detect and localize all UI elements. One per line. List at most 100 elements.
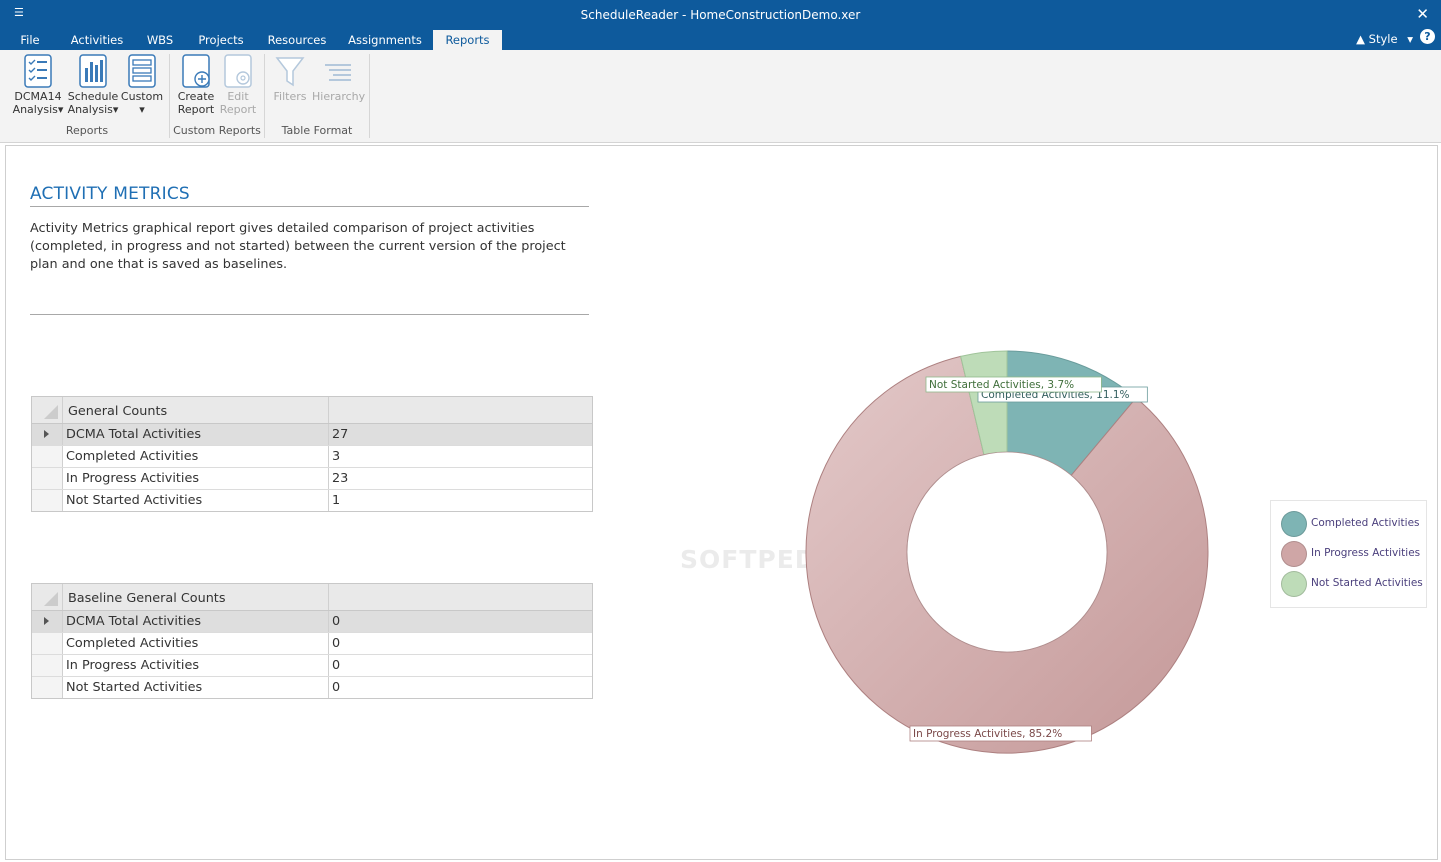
edit-label-2: Report <box>219 103 257 116</box>
group-label-table-format: Table Format <box>281 124 353 137</box>
table-row[interactable]: Not Started Activities 1 <box>32 490 592 511</box>
data-label-not-started-activities: Not Started Activities, 3.7% <box>925 376 1102 393</box>
legend-swatch <box>1281 511 1307 537</box>
svg-text:In Progress Activities, 85.2%: In Progress Activities, 85.2% <box>913 728 1062 740</box>
activity-donut-chart: Completed Activities, 11.1%Not Started A… <box>805 350 1209 754</box>
create-report-icon <box>181 54 211 88</box>
table-cell-label: In Progress Activities <box>66 658 200 673</box>
legend-label: In Progress Activities <box>1311 547 1421 559</box>
custom-label: Custom <box>120 90 164 103</box>
dcma14-analysis-text: Analysis <box>12 103 58 116</box>
row-arrow-icon <box>44 617 49 625</box>
heading-divider <box>30 206 589 207</box>
column-header[interactable]: General Counts <box>68 404 168 419</box>
row-arrow-icon <box>44 430 49 438</box>
group-separator <box>264 54 265 138</box>
tab-file[interactable]: File <box>20 33 40 47</box>
schedule-analysis-button[interactable]: Schedule Analysis▾ <box>66 54 120 116</box>
table-row[interactable]: In Progress Activities 0 <box>32 655 592 677</box>
table-row[interactable]: In Progress Activities 23 <box>32 468 592 490</box>
table-row[interactable]: Not Started Activities 0 <box>32 677 592 698</box>
create-report-button[interactable]: Create Report <box>174 54 218 116</box>
chart-legend: Completed Activities In Progress Activit… <box>1270 500 1427 608</box>
table-cell-value: 1 <box>332 493 341 508</box>
group-separator <box>169 54 170 138</box>
legend-swatch <box>1281 571 1307 597</box>
row-indicator <box>32 677 63 698</box>
svg-text:Not Started Activities, 3.7%: Not Started Activities, 3.7% <box>929 379 1074 391</box>
style-label: Style <box>1368 32 1398 46</box>
create-label-2: Report <box>177 103 215 116</box>
table-header: General Counts <box>32 397 592 424</box>
schedule-label: Schedule <box>67 90 119 103</box>
table-cell-label: DCMA Total Activities <box>66 614 201 629</box>
group-label-reports: Reports <box>65 124 109 137</box>
tab-projects[interactable]: Projects <box>198 33 244 47</box>
bar-chart-icon <box>78 54 108 88</box>
window-title: ScheduleReader - HomeConstructionDemo.xe… <box>580 8 861 22</box>
tab-activities[interactable]: Activities <box>70 33 124 47</box>
table-cell-label: Completed Activities <box>66 449 199 464</box>
general-counts-table: General Counts DCMA Total Activities 27 … <box>31 396 593 512</box>
section-divider <box>30 314 589 315</box>
style-dropdown-icon[interactable]: ▾ <box>1407 32 1413 46</box>
table-header: Baseline General Counts <box>32 584 592 611</box>
row-indicator <box>32 490 63 511</box>
menu-bar: File Activities WBS Projects Resources A… <box>0 29 1441 50</box>
donut-hole <box>906 451 1108 653</box>
edit-report-icon <box>223 54 253 88</box>
tab-reports[interactable]: Reports <box>433 30 502 50</box>
dropdown-arrow-icon: ▾ <box>112 103 119 116</box>
edit-label-1: Edit <box>227 90 249 103</box>
row-indicator <box>32 633 63 654</box>
table-cell-value: 23 <box>332 471 349 486</box>
table-row[interactable]: DCMA Total Activities 27 <box>32 424 592 446</box>
report-description: Activity Metrics graphical report gives … <box>30 221 566 272</box>
dcma14-label-line2: Analysis▾ <box>10 103 66 116</box>
page-title: ACTIVITY METRICS <box>30 184 190 204</box>
schedule-label-line2: Analysis▾ <box>66 103 120 116</box>
row-indicator <box>32 446 63 467</box>
tab-resources[interactable]: Resources <box>267 33 327 47</box>
group-label-custom-reports: Custom Reports <box>173 124 261 137</box>
help-icon[interactable]: ? <box>1420 29 1435 44</box>
row-indicator <box>32 468 63 489</box>
tab-wbs[interactable]: WBS <box>146 33 174 47</box>
legend-label: Not Started Activities <box>1311 577 1423 589</box>
tab-assignments[interactable]: Assignments <box>348 33 422 47</box>
select-all-corner[interactable] <box>32 397 63 423</box>
hierarchy-button[interactable]: Hierarchy <box>312 54 366 103</box>
data-label-in-progress-activities: In Progress Activities, 85.2% <box>909 725 1092 742</box>
close-icon[interactable]: ✕ <box>1416 5 1429 23</box>
title-bar: ☰ ScheduleReader - HomeConstructionDemo.… <box>0 0 1441 30</box>
select-all-corner[interactable] <box>32 584 63 610</box>
table-cell-value: 0 <box>332 636 341 651</box>
table-cell-label: Not Started Activities <box>66 493 203 508</box>
table-row[interactable]: DCMA Total Activities 0 <box>32 611 592 633</box>
table-cell-label: DCMA Total Activities <box>66 427 201 442</box>
baseline-counts-table: Baseline General Counts DCMA Total Activ… <box>31 583 593 699</box>
table-cell-value: 0 <box>332 658 341 673</box>
hierarchy-icon <box>323 54 353 88</box>
row-indicator <box>32 424 63 445</box>
table-row[interactable]: Completed Activities 3 <box>32 446 592 468</box>
legend-label: Completed Activities <box>1311 517 1420 529</box>
table-cell-value: 0 <box>332 614 341 629</box>
filters-button[interactable]: Filters <box>270 54 310 103</box>
edit-report-button[interactable]: Edit Report <box>218 54 258 116</box>
collapse-ribbon-icon[interactable]: ▲ <box>1356 32 1366 46</box>
group-separator <box>369 54 370 138</box>
hierarchy-label: Hierarchy <box>312 90 366 103</box>
column-header[interactable]: Baseline General Counts <box>68 591 226 606</box>
custom-button[interactable]: Custom ▾ <box>120 54 164 116</box>
table-cell-label: In Progress Activities <box>66 471 200 486</box>
table-row[interactable]: Completed Activities 0 <box>32 633 592 655</box>
create-label-1: Create <box>177 90 215 103</box>
table-cell-value: 3 <box>332 449 341 464</box>
style-menu[interactable]: ▲ Style ▾ <box>1356 32 1413 46</box>
quick-access-menu-icon[interactable]: ☰ <box>14 6 24 19</box>
dcma14-analysis-button[interactable]: DCMA14 Analysis▾ <box>10 54 66 116</box>
filters-label: Filters <box>273 90 307 103</box>
checklist-icon <box>23 54 53 88</box>
custom-list-icon <box>127 54 157 88</box>
